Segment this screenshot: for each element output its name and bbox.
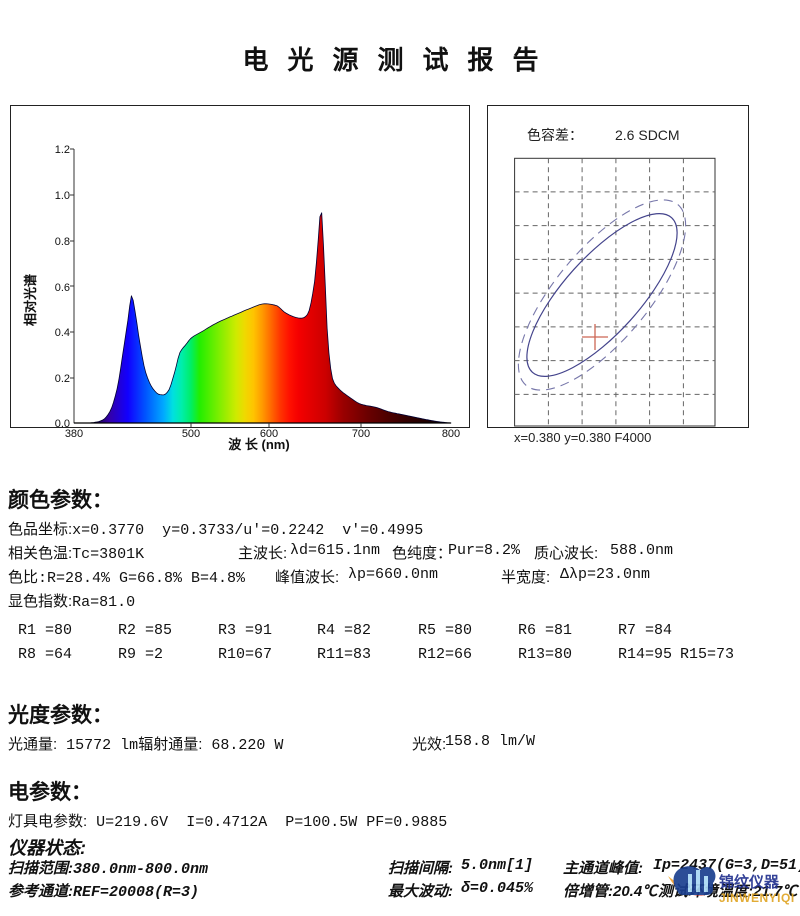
svg-text:700: 700	[352, 428, 370, 440]
svg-text:380: 380	[65, 428, 83, 440]
svg-text:0.8: 0.8	[55, 236, 70, 248]
svg-text:2.6 SDCM: 2.6 SDCM	[615, 127, 680, 143]
svg-text:500: 500	[182, 428, 200, 440]
svg-text:800: 800	[442, 428, 460, 440]
svg-text:0.2: 0.2	[55, 373, 70, 385]
svg-text:色容差：: 色容差：	[527, 127, 583, 143]
svg-text:相对光谱: 相对光谱	[23, 274, 38, 326]
svg-text:波 长 (nm): 波 长 (nm)	[228, 437, 289, 452]
svg-text:1.0: 1.0	[55, 190, 70, 202]
svg-text:1.2: 1.2	[55, 144, 70, 156]
svg-text:0.6: 0.6	[55, 282, 70, 294]
svg-text:0.4: 0.4	[55, 327, 70, 339]
svg-text:x=0.380 y=0.380 F4000: x=0.380 y=0.380 F4000	[514, 430, 651, 445]
